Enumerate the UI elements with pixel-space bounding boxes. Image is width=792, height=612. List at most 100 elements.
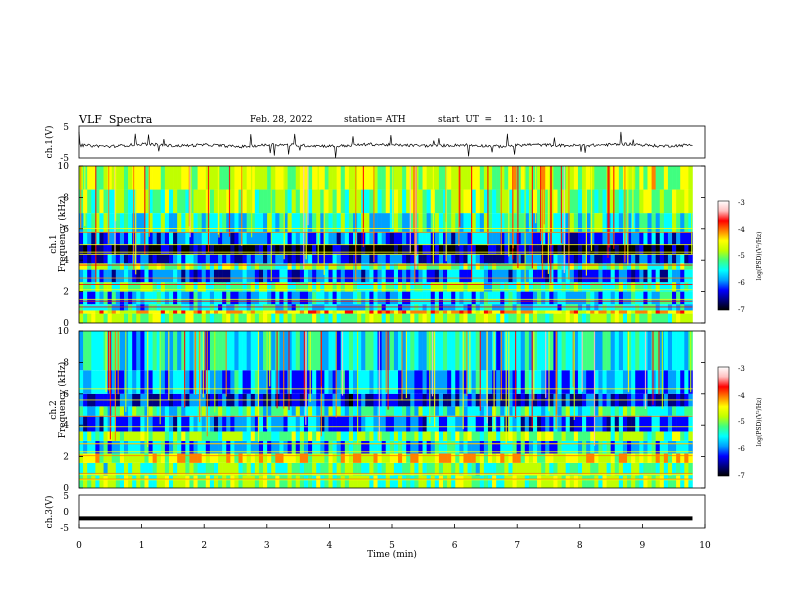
- spectrogram-cell: [655, 253, 661, 264]
- spectrogram-cell: [524, 213, 530, 232]
- spectrogram-cell: [528, 313, 534, 323]
- spectrogram-cell: [594, 370, 599, 394]
- spectrogram-cell: [520, 440, 526, 454]
- spectrogram-cell: [467, 406, 472, 416]
- spectrogram-cell: [164, 331, 170, 371]
- spectrogram-cell: [618, 166, 624, 190]
- ch2-colorbar-tick: -7: [738, 472, 745, 480]
- spectrogram-cell: [598, 244, 603, 254]
- spectrogram-cell: [344, 415, 350, 432]
- spectrogram-cell: [622, 313, 628, 323]
- spectrogram-cell: [500, 453, 505, 463]
- spectrogram-cell: [532, 310, 538, 314]
- spectrogram-cell: [414, 291, 419, 305]
- spectrogram-cell: [443, 253, 448, 264]
- spectrogram-cell: [398, 431, 403, 441]
- spectrogram-cell: [483, 282, 489, 292]
- spectrogram-cell: [594, 231, 599, 245]
- spectrogram-cell: [275, 213, 280, 232]
- spectrogram-burst: [500, 331, 502, 401]
- spectrogram-burst: [270, 166, 272, 282]
- spectrogram-burst: [387, 331, 389, 410]
- spectrogram-cell: [598, 282, 603, 292]
- spectrogram-cell: [173, 310, 178, 314]
- spectrogram-cell: [103, 406, 108, 416]
- spectrogram-cell: [528, 475, 534, 488]
- spectrogram-cell: [537, 263, 542, 270]
- spectrogram-cell: [234, 263, 239, 270]
- spectrogram-cell: [377, 282, 382, 292]
- spectrogram-cell: [99, 475, 104, 488]
- spectrogram-cell: [545, 462, 550, 476]
- spectrogram-cell: [189, 331, 194, 371]
- spectrogram-cell: [246, 282, 252, 292]
- spectrogram-cell: [688, 231, 693, 245]
- spectrogram-cell: [299, 331, 305, 371]
- spectrogram-cell: [651, 263, 656, 270]
- spectrogram-cell: [344, 166, 350, 190]
- spectrogram-cell: [447, 475, 452, 488]
- spectrogram-cell: [160, 269, 166, 283]
- spectrogram-cell: [209, 263, 215, 270]
- spectrogram-cell: [537, 291, 542, 305]
- spectrogram-cell: [344, 440, 350, 454]
- spectrogram-cell: [283, 310, 288, 314]
- spectrogram-cell: [594, 415, 599, 432]
- spectrogram-cell: [365, 415, 370, 432]
- spectrogram-cell: [369, 291, 374, 305]
- spectrogram-cell: [487, 166, 493, 190]
- spectrogram-cell: [684, 440, 689, 454]
- spectrogram-burst: [309, 331, 311, 402]
- spectrogram-cell: [561, 415, 566, 432]
- spectrogram-cell: [639, 475, 644, 488]
- spectrogram-cell: [381, 313, 387, 323]
- spectrogram-cell: [622, 475, 628, 488]
- spectrogram-cell: [504, 244, 509, 254]
- spectrogram-cell: [414, 313, 419, 323]
- spectrogram-cell: [119, 244, 125, 254]
- spectrogram-cell: [79, 291, 84, 305]
- spectrogram-cell: [512, 406, 517, 416]
- spectrogram-cell: [99, 331, 104, 371]
- spectrogram-cell: [389, 269, 395, 283]
- spectrogram-cell: [308, 213, 313, 232]
- spectrogram-cell: [95, 213, 100, 232]
- spectrogram-cell: [246, 263, 252, 270]
- spectrogram-cell: [402, 462, 407, 476]
- spectrogram-cell: [418, 189, 423, 214]
- ch2-colorbar-tick: -3: [738, 365, 745, 373]
- spectrogram-cell: [406, 282, 411, 292]
- spectrogram-cell: [676, 269, 681, 283]
- spectrogram-cell: [369, 231, 374, 245]
- spectrogram-cell: [234, 462, 239, 476]
- spectrogram-cell: [549, 244, 554, 254]
- spectrogram-cell: [557, 370, 562, 394]
- spectrogram-cell: [213, 475, 219, 488]
- spectrogram-cell: [181, 462, 186, 476]
- spectrogram-cell: [467, 231, 472, 245]
- spectrogram-cell: [365, 269, 370, 283]
- spectrogram-cell: [267, 313, 272, 323]
- spectrogram-cell: [402, 166, 407, 190]
- spectrogram-cell: [393, 313, 399, 323]
- spectrogram-cell: [471, 462, 477, 476]
- spectrogram-cell: [393, 415, 399, 432]
- spectrogram-cell: [287, 475, 292, 488]
- spectrogram-cell: [373, 263, 378, 270]
- frequency-tick-label: 0: [63, 319, 69, 329]
- spectrogram-cell: [209, 415, 215, 432]
- spectrogram-cell: [414, 462, 419, 476]
- spectrogram-cell: [291, 244, 297, 254]
- spectrogram-cell: [185, 231, 190, 245]
- spectrogram-cell: [230, 431, 235, 441]
- spectrogram-cell: [557, 244, 562, 254]
- spectrogram-cell: [295, 370, 301, 394]
- spectrogram-cell: [103, 253, 108, 264]
- spectrogram-cell: [483, 263, 489, 270]
- spectrogram-cell: [455, 291, 460, 305]
- spectrogram-cell: [177, 253, 182, 264]
- spectrogram-cell: [590, 291, 595, 305]
- spectrogram-cell: [83, 475, 88, 488]
- spectrogram-cell: [177, 475, 182, 488]
- spectrogram-cell: [119, 213, 125, 232]
